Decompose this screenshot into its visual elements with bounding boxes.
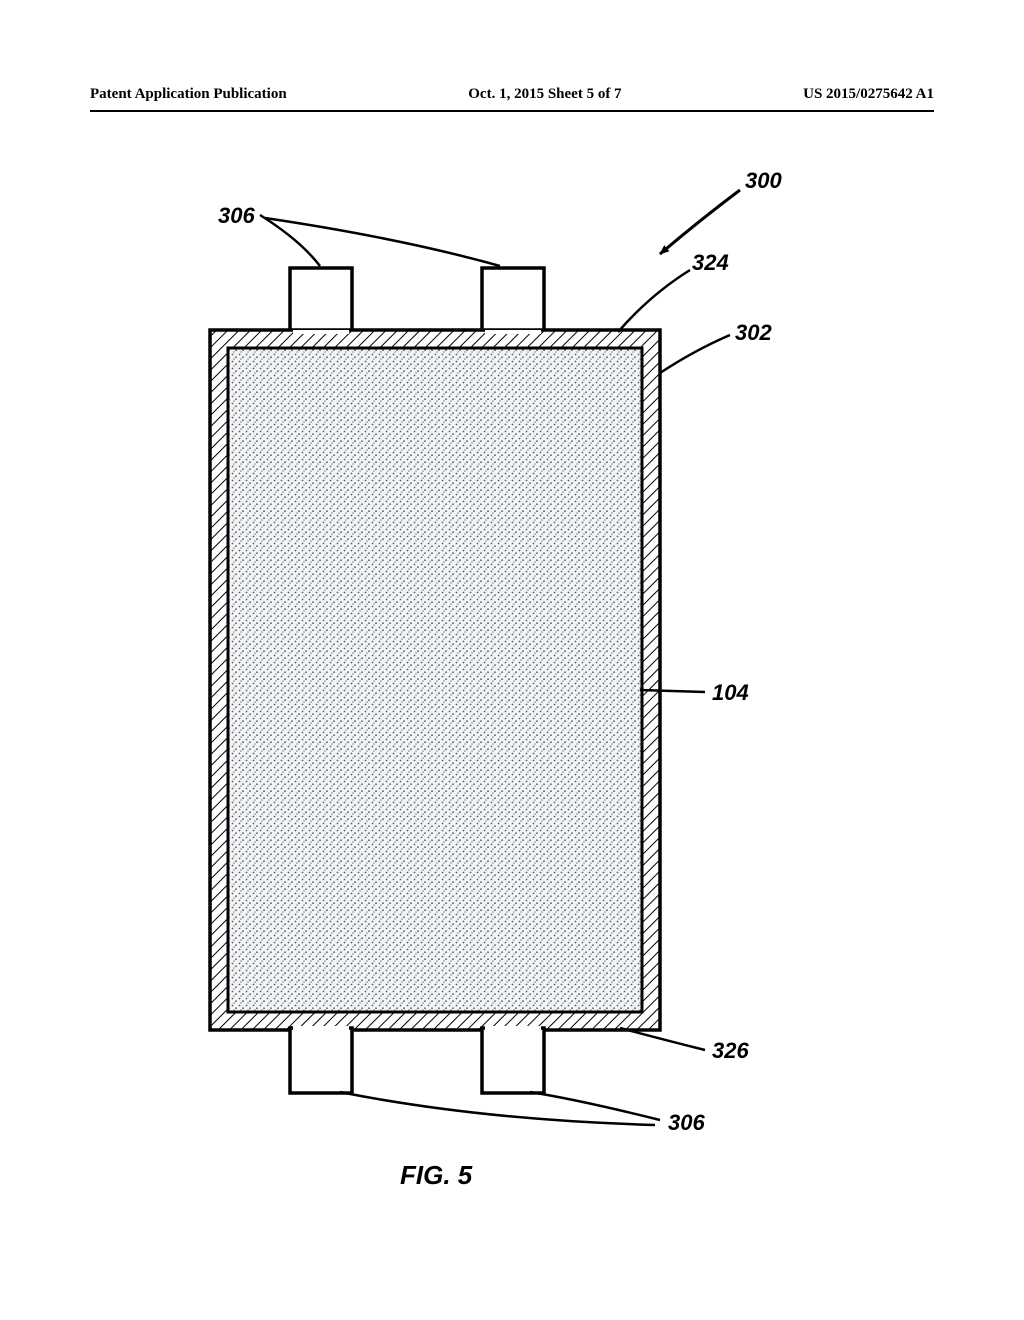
port-bottom-right bbox=[482, 1028, 544, 1093]
label-306-top: 306 bbox=[218, 203, 255, 229]
header-rule bbox=[90, 110, 934, 112]
header-left: Patent Application Publication bbox=[90, 86, 287, 103]
label-300: 300 bbox=[745, 168, 782, 194]
leader-300 bbox=[660, 190, 740, 254]
label-324: 324 bbox=[692, 250, 729, 276]
leader-306-top-b bbox=[265, 218, 500, 266]
port-bottom-left bbox=[290, 1028, 352, 1093]
leader-326 bbox=[620, 1028, 705, 1050]
container-interior bbox=[228, 348, 642, 1012]
leader-324 bbox=[618, 270, 690, 332]
figure-caption: FIG. 5 bbox=[400, 1160, 472, 1191]
leader-306-bot-a bbox=[530, 1092, 660, 1120]
port-top-left bbox=[290, 268, 352, 333]
figure-area: 300 306 324 302 104 326 306 FIG. 5 bbox=[0, 150, 1024, 1250]
label-302: 302 bbox=[735, 320, 772, 346]
header-right: US 2015/0275642 A1 bbox=[803, 86, 934, 103]
port-top-right bbox=[482, 268, 544, 333]
label-306-bot: 306 bbox=[668, 1110, 705, 1136]
figure-svg bbox=[0, 150, 1024, 1250]
header-center: Oct. 1, 2015 Sheet 5 of 7 bbox=[468, 86, 621, 103]
label-326: 326 bbox=[712, 1038, 749, 1064]
label-104: 104 bbox=[712, 680, 749, 706]
leader-302 bbox=[660, 335, 730, 373]
page-header: Patent Application Publication Oct. 1, 2… bbox=[90, 86, 934, 103]
